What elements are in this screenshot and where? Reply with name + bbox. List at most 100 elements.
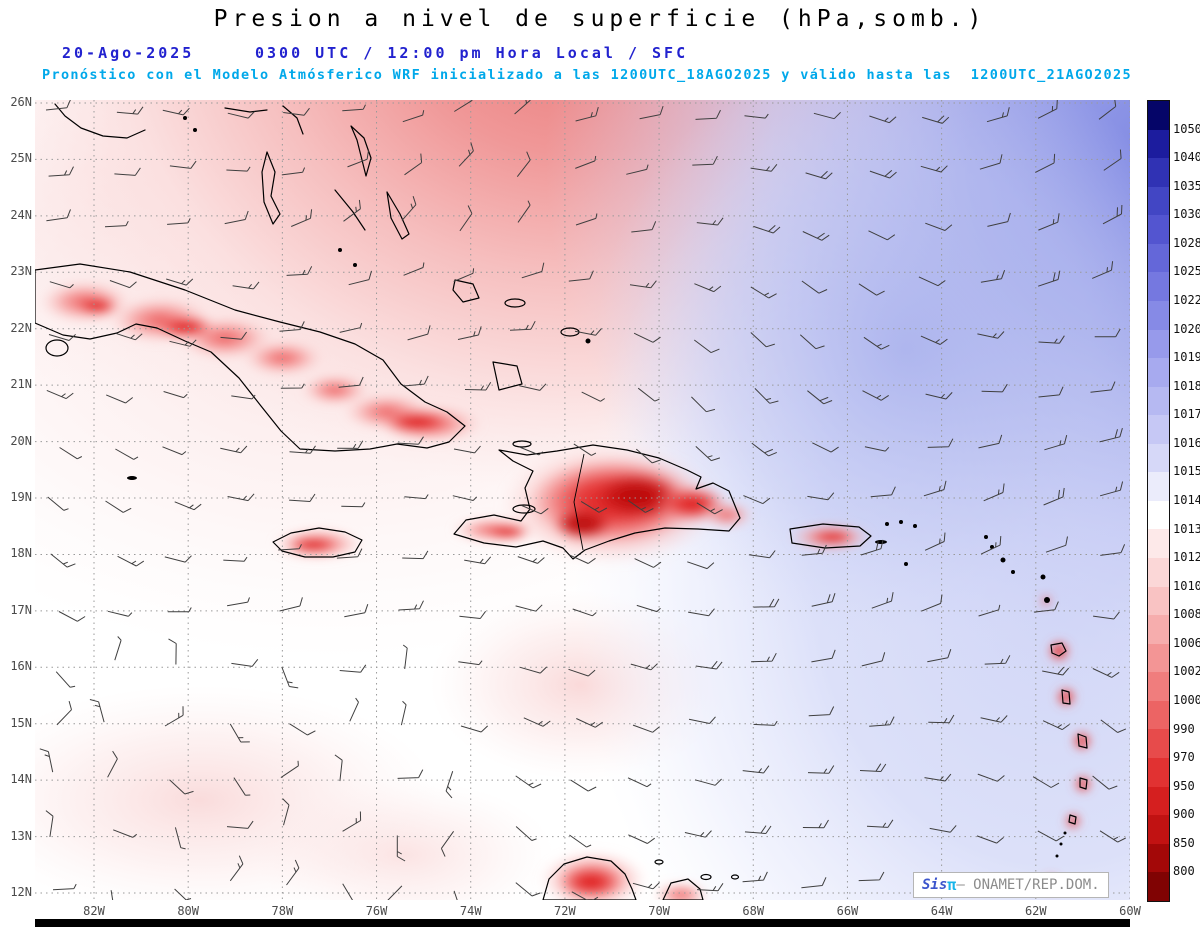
coast-martinique bbox=[1077, 733, 1088, 749]
page-title: Presion a nivel de superficie (hPa,somb.… bbox=[213, 6, 987, 32]
colorbar-level-label: 1014 bbox=[1173, 493, 1200, 507]
colorbar-level-label: 1025 bbox=[1173, 264, 1200, 279]
colorbar-level-label: 1018 bbox=[1173, 378, 1200, 393]
watermark-brand: Sis bbox=[922, 877, 948, 893]
coast-curacao bbox=[700, 873, 712, 881]
lat-tick-label: 19N bbox=[10, 490, 32, 504]
lat-tick-label: 12N bbox=[10, 885, 32, 900]
colorbar-level-label: 1022 bbox=[1173, 293, 1200, 307]
lon-tick-label: 64W bbox=[930, 904, 953, 918]
lon-tick-label: 78W bbox=[271, 904, 294, 918]
colorbar-level-label: 1008 bbox=[1173, 607, 1200, 622]
coast-abaco bbox=[282, 105, 304, 135]
colorbar-level-label: 1019 bbox=[1173, 350, 1200, 365]
lat-tick-label: 18N bbox=[10, 546, 32, 561]
coast-florida-keys bbox=[54, 103, 146, 139]
lat-tick-label: 26N bbox=[10, 95, 32, 109]
coast-crooked-island bbox=[452, 279, 480, 303]
coast-mayaguana bbox=[504, 298, 526, 308]
lat-tick-label: 15N bbox=[10, 715, 32, 730]
coast-eleuthera bbox=[350, 125, 372, 177]
lon-tick-label: 60W bbox=[1119, 904, 1141, 918]
colorbar-cell bbox=[1148, 443, 1169, 473]
lat-tick-label: 22N bbox=[10, 320, 32, 335]
lon-tick-label: 80W bbox=[177, 904, 200, 918]
colorbar-cell bbox=[1148, 757, 1169, 787]
coast-grand-bahama bbox=[224, 107, 268, 113]
colorbar-level-label: 990 bbox=[1173, 721, 1195, 736]
lon-tick-label: 82W bbox=[83, 904, 105, 918]
grid-lines bbox=[35, 100, 1130, 900]
colorbar-level-label: 1002 bbox=[1173, 664, 1200, 679]
colorbar-cell bbox=[1148, 586, 1169, 616]
coast-guadeloupe bbox=[1050, 642, 1067, 657]
colorbar-level-label: 1010 bbox=[1173, 578, 1200, 593]
valid-time-label: 0300 UTC / 12:00 pm Hora Local / SFC bbox=[255, 44, 689, 62]
colorbar-level-label: 1016 bbox=[1173, 435, 1200, 450]
colorbar-level-label: 1030 bbox=[1173, 207, 1200, 222]
colorbar-level-label: 970 bbox=[1173, 750, 1195, 765]
coast-barbuda bbox=[1040, 574, 1046, 580]
coast-st-croix bbox=[904, 562, 908, 566]
coast-vieques bbox=[875, 540, 887, 544]
bottom-border-bar bbox=[35, 919, 1130, 927]
lon-tick-label: 70W bbox=[648, 904, 670, 918]
lon-tick-label: 68W bbox=[742, 904, 765, 918]
colorbar-cell bbox=[1148, 815, 1169, 844]
colorbar-level-label: 900 bbox=[1173, 807, 1195, 822]
coast-turks bbox=[585, 338, 591, 344]
lon-tick-label: 74W bbox=[459, 904, 482, 918]
lat-tick-label: 23N bbox=[10, 264, 32, 279]
colorbar-cell bbox=[1148, 386, 1169, 416]
coast-great-inagua bbox=[492, 361, 523, 391]
colorbar-level-label: 1013 bbox=[1173, 521, 1200, 536]
colorbar-cell bbox=[1148, 843, 1169, 873]
haiti-dr-border bbox=[573, 453, 585, 551]
coast-virgin-islands bbox=[885, 522, 889, 526]
colorbar-cell bbox=[1148, 243, 1169, 273]
colorbar-level-label: 1028 bbox=[1173, 235, 1200, 250]
colorbar-cell bbox=[1148, 615, 1169, 644]
model-run-label: Pronóstico con el Modelo Atmósferico WRF… bbox=[42, 67, 1132, 83]
lat-tick-label: 14N bbox=[10, 772, 32, 787]
lon-tick-label: 76W bbox=[365, 904, 388, 918]
colorbar-cell bbox=[1148, 700, 1169, 730]
colorbar-cell bbox=[1148, 300, 1169, 330]
coast-st-vincent bbox=[1068, 814, 1077, 825]
lon-tick-label: 66W bbox=[836, 904, 859, 918]
colorbar-cell bbox=[1148, 329, 1169, 359]
pressure-map-area bbox=[35, 100, 1130, 900]
coast-exuma bbox=[334, 189, 366, 231]
coast-andros bbox=[261, 151, 281, 225]
colorbar-cell bbox=[1148, 358, 1169, 387]
colorbar-cell bbox=[1148, 872, 1169, 901]
colorbar bbox=[1147, 100, 1170, 902]
coast-antigua bbox=[1044, 597, 1050, 603]
lon-tick-label: 72W bbox=[554, 904, 576, 918]
valid-date-label: 20-Ago-2025 bbox=[62, 44, 195, 62]
colorbar-level-label: 1035 bbox=[1173, 178, 1200, 193]
colorbar-cell bbox=[1148, 472, 1169, 501]
lat-tick-label: 20N bbox=[10, 433, 32, 448]
coast-st-lucia bbox=[1079, 777, 1088, 790]
coast-isla-juventud bbox=[45, 339, 69, 357]
colorbar-level-label: 1020 bbox=[1173, 321, 1200, 336]
watermark-pi-icon: π bbox=[947, 876, 957, 894]
coast-aruba bbox=[654, 859, 664, 865]
lat-tick-label: 25N bbox=[10, 151, 32, 166]
coast-tortue bbox=[512, 440, 532, 448]
coast-dominica bbox=[1061, 689, 1071, 705]
colorbar-cell bbox=[1148, 786, 1169, 816]
colorbar-level-label: 850 bbox=[1173, 835, 1195, 850]
colorbar-level-label: 1000 bbox=[1173, 693, 1200, 707]
colorbar-cell bbox=[1148, 272, 1169, 301]
coast-long-island bbox=[386, 191, 410, 240]
coast-jamaica bbox=[272, 527, 363, 558]
colorbar-cell bbox=[1148, 415, 1169, 444]
colorbar-level-label: 1012 bbox=[1173, 550, 1200, 565]
colorbar-cell bbox=[1148, 500, 1169, 530]
colorbar-level-label: 1050 bbox=[1173, 121, 1200, 136]
coast-hispaniola bbox=[453, 444, 741, 560]
colorbar-cell bbox=[1148, 158, 1169, 187]
colorbar-cell bbox=[1148, 215, 1169, 244]
